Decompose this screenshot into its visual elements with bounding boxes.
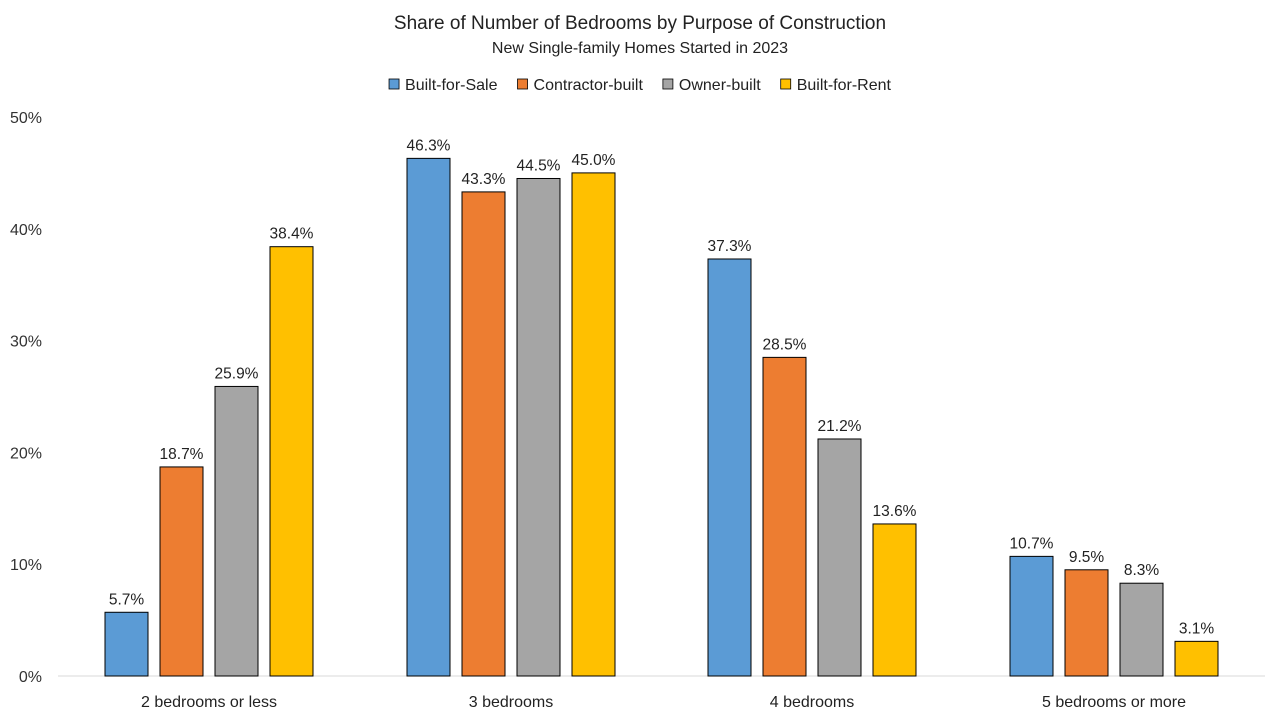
bar-built-for-rent (1174, 640, 1219, 677)
bar-contractor-built (461, 191, 506, 677)
bar-contractor-built (762, 356, 807, 677)
data-label: 38.4% (270, 226, 314, 243)
legend-label: Contractor-built (534, 77, 644, 94)
bar-contractor-built (159, 466, 204, 677)
bar-built-for-sale (406, 157, 451, 677)
legend-label: Built-for-Sale (405, 77, 498, 94)
data-label: 10.7% (1010, 535, 1054, 552)
bar-owner-built (1119, 582, 1164, 677)
bars: 5.7% 18.7% 25.9% 38.4% 46.3% 43.3% 44.5% 45.0% 3… (104, 137, 1219, 677)
legend-swatch (388, 78, 400, 90)
data-label: 3.1% (1179, 620, 1215, 637)
data-label: 28.5% (763, 336, 807, 353)
bar-contractor-built (1064, 569, 1109, 677)
bar-built-for-sale (1009, 555, 1054, 677)
data-label: 46.3% (407, 137, 451, 154)
legend-swatch (780, 78, 792, 90)
x-axis: 2 bedrooms or less 3 bedrooms 4 bedrooms 5 … (141, 694, 1186, 711)
x-category-label: 2 bedrooms or less (141, 694, 277, 711)
y-tick-label: 50% (10, 110, 42, 127)
bar-owner-built (214, 385, 259, 677)
y-tick-label: 40% (10, 222, 42, 239)
data-label: 37.3% (708, 238, 752, 255)
bar-built-for-rent (571, 172, 616, 677)
bar-owner-built (817, 438, 862, 677)
chart-subtitle: New Single-family Homes Started in 2023 (492, 40, 788, 57)
y-tick-label: 30% (10, 334, 42, 351)
data-label: 5.7% (109, 591, 145, 608)
legend-swatch (662, 78, 674, 90)
bar-built-for-rent (872, 523, 917, 677)
legend: Built-for-Sale Contractor-built Owner-buil… (388, 77, 892, 94)
data-label: 21.2% (818, 418, 862, 435)
x-category-label: 3 bedrooms (469, 694, 554, 711)
bar-owner-built (516, 177, 561, 677)
data-label: 9.5% (1069, 549, 1105, 566)
data-label: 25.9% (215, 365, 259, 382)
data-label: 43.3% (462, 171, 506, 188)
x-category-label: 4 bedrooms (770, 694, 855, 711)
data-label: 45.0% (572, 152, 616, 169)
legend-label: Built-for-Rent (797, 77, 892, 94)
y-axis: 0% 10% 20% 30% 40% 50% (10, 110, 42, 686)
data-label: 13.6% (873, 503, 917, 520)
bar-built-for-sale (707, 258, 752, 677)
data-label: 44.5% (517, 157, 561, 174)
y-tick-label: 20% (10, 445, 42, 462)
y-tick-label: 10% (10, 557, 42, 574)
legend-label: Owner-built (679, 77, 761, 94)
x-category-label: 5 bedrooms or more (1042, 694, 1186, 711)
bar-built-for-sale (104, 611, 149, 677)
chart-title: Share of Number of Bedrooms by Purpose o… (394, 13, 886, 34)
bar-built-for-rent (269, 246, 314, 677)
y-tick-label: 0% (19, 669, 42, 686)
legend-swatch (517, 78, 528, 90)
data-label: 8.3% (1124, 562, 1160, 579)
data-label: 18.7% (160, 446, 204, 463)
